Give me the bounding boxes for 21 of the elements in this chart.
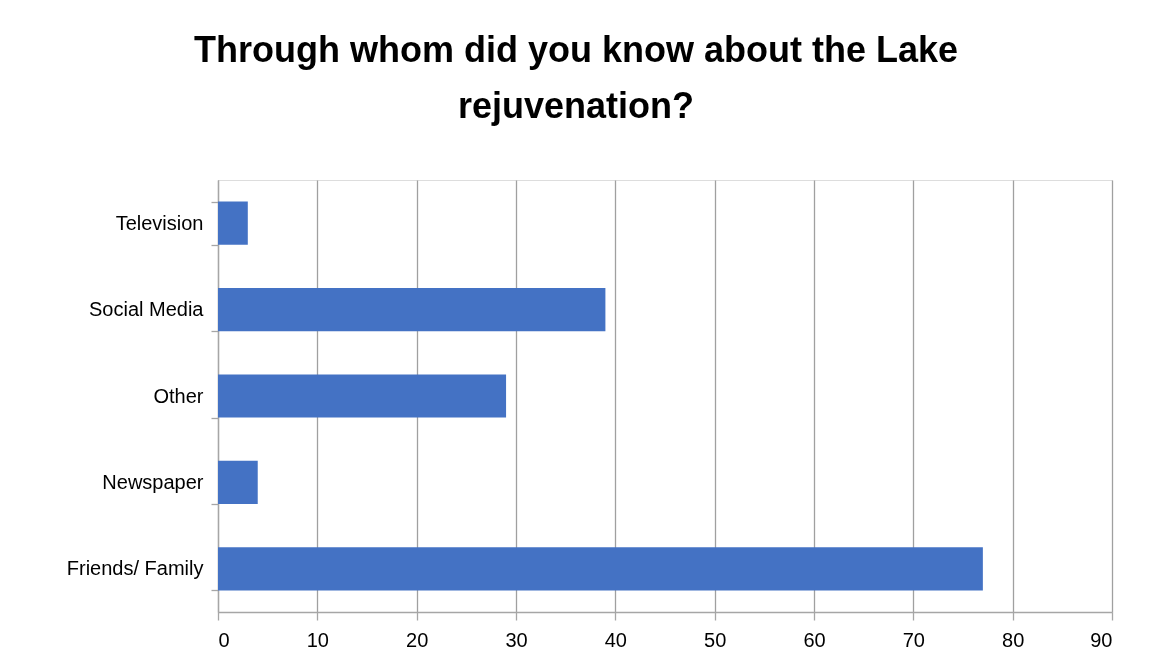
x-tick-label: 0 (218, 628, 230, 651)
bar (218, 460, 258, 504)
x-tick-label: 60 (803, 628, 826, 651)
x-tick-label: 20 (406, 628, 429, 651)
y-tick-label: Social Media (88, 298, 205, 321)
x-tick-label: 30 (505, 628, 528, 651)
x-tick-label: 70 (902, 628, 925, 651)
y-tick-label: Other (153, 384, 204, 407)
bar (218, 201, 248, 245)
x-tick-label: 10 (306, 628, 329, 651)
bar (218, 288, 606, 332)
x-tick-label: 90 (1090, 628, 1113, 651)
y-tick-label: Television (115, 211, 204, 234)
bar (218, 547, 983, 591)
x-tick-label: 40 (604, 628, 627, 651)
x-tick-label: 80 (1002, 628, 1025, 651)
chart-title: Through whom did you know about the Lake rejuvenation? (194, 29, 958, 126)
bar (218, 374, 507, 418)
y-tick-label: Friends/ Family (66, 557, 204, 580)
y-tick-label: Newspaper (102, 470, 204, 493)
x-tick-label: 50 (704, 628, 727, 651)
